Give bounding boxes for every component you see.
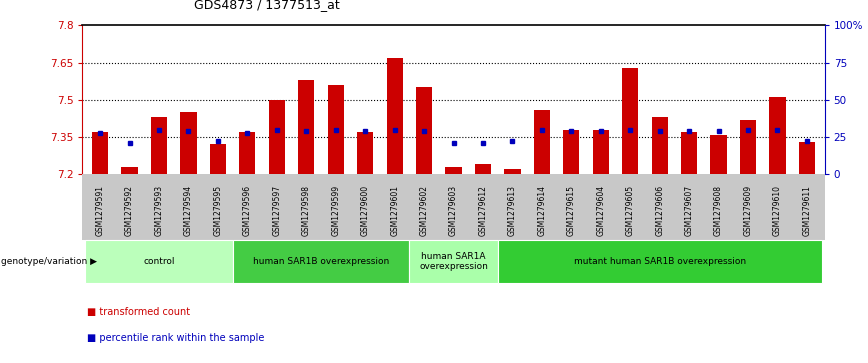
Bar — [504, 169, 521, 174]
Text: GSM1279591: GSM1279591 — [95, 185, 105, 236]
Text: human SAR1B overexpression: human SAR1B overexpression — [253, 257, 389, 266]
Text: GSM1279609: GSM1279609 — [744, 185, 753, 236]
Text: GSM1279614: GSM1279614 — [537, 185, 546, 236]
Bar — [622, 68, 638, 174]
Bar — [122, 167, 138, 174]
Bar — [534, 110, 550, 174]
Bar — [151, 117, 168, 174]
Text: GSM1279604: GSM1279604 — [596, 185, 605, 236]
Text: GSM1279610: GSM1279610 — [773, 185, 782, 236]
Bar — [240, 132, 255, 174]
Bar — [357, 132, 373, 174]
Text: control: control — [143, 257, 174, 266]
Text: GSM1279607: GSM1279607 — [685, 185, 694, 236]
Text: GSM1279601: GSM1279601 — [390, 185, 399, 236]
Text: GSM1279599: GSM1279599 — [332, 185, 340, 236]
Bar — [681, 132, 697, 174]
Text: GSM1279600: GSM1279600 — [361, 185, 370, 236]
Bar — [181, 112, 196, 174]
Bar — [740, 120, 756, 174]
Text: GSM1279615: GSM1279615 — [567, 185, 575, 236]
Text: ■ percentile rank within the sample: ■ percentile rank within the sample — [87, 333, 264, 343]
Bar — [652, 117, 667, 174]
Text: GSM1279598: GSM1279598 — [302, 185, 311, 236]
Text: GSM1279602: GSM1279602 — [419, 185, 429, 236]
Text: human SAR1A
overexpression: human SAR1A overexpression — [419, 252, 488, 271]
Text: GSM1279595: GSM1279595 — [214, 185, 222, 236]
Bar — [327, 85, 344, 174]
Bar — [299, 80, 314, 174]
Bar — [386, 58, 403, 174]
Text: GSM1279603: GSM1279603 — [449, 185, 458, 236]
Text: GSM1279606: GSM1279606 — [655, 185, 664, 236]
Bar — [769, 97, 786, 174]
Text: GSM1279596: GSM1279596 — [243, 185, 252, 236]
Text: GSM1279612: GSM1279612 — [478, 185, 488, 236]
Text: mutant human SAR1B overexpression: mutant human SAR1B overexpression — [574, 257, 746, 266]
Bar — [269, 100, 285, 174]
Text: ■ transformed count: ■ transformed count — [87, 307, 190, 317]
Bar — [711, 135, 727, 174]
Text: GSM1279608: GSM1279608 — [714, 185, 723, 236]
Text: GSM1279593: GSM1279593 — [155, 185, 163, 236]
Bar — [92, 132, 108, 174]
Text: GSM1279594: GSM1279594 — [184, 185, 193, 236]
Bar — [593, 130, 608, 174]
Text: GDS4873 / 1377513_at: GDS4873 / 1377513_at — [194, 0, 339, 11]
Bar — [210, 144, 226, 174]
Text: GSM1279592: GSM1279592 — [125, 185, 134, 236]
Text: genotype/variation ▶: genotype/variation ▶ — [1, 257, 97, 266]
Text: GSM1279597: GSM1279597 — [273, 185, 281, 236]
Bar — [799, 142, 815, 174]
Bar — [563, 130, 580, 174]
Bar — [445, 167, 462, 174]
Text: GSM1279605: GSM1279605 — [626, 185, 635, 236]
Bar — [416, 87, 432, 174]
Bar — [475, 164, 491, 174]
Text: GSM1279611: GSM1279611 — [802, 185, 812, 236]
Text: GSM1279613: GSM1279613 — [508, 185, 517, 236]
